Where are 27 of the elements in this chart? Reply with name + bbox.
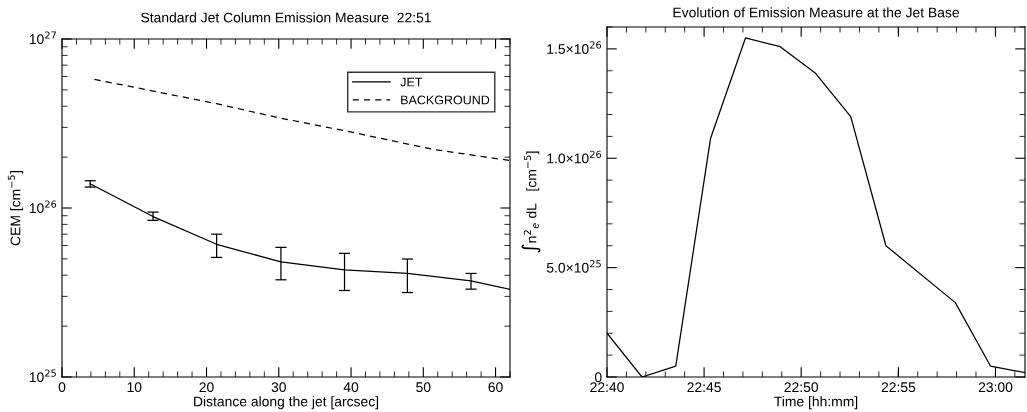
x-tick-label: 22:40 xyxy=(590,382,624,393)
y-tick-label: 10$^{27}$ xyxy=(29,31,56,45)
legend-label: JET xyxy=(400,77,423,87)
x-tick-label: 60 xyxy=(488,382,503,393)
x-axis-title: Distance along the jet [arcsec] xyxy=(194,396,379,410)
x-tick-label: 22:55 xyxy=(881,382,916,393)
y-tick-label: 1.0×10$^{26}$ xyxy=(547,150,602,164)
y-tick-label: 5.0×10$^{25}$ xyxy=(546,260,601,273)
y-axis-title: CEM [cm$^{−5}$] xyxy=(7,171,24,246)
chart-title: Standard Jet Column Emission Measure 22:51 xyxy=(141,12,431,23)
x-axis-title: Time [hh:mm] xyxy=(774,396,858,410)
chart-title: Evolution of Emission Measure at the Jet Base xyxy=(673,7,959,18)
x-tick-label: 40 xyxy=(343,382,359,393)
y-tick-label: 10$^{26}$ xyxy=(29,200,57,214)
x-tick-label: 22:50 xyxy=(784,382,819,393)
legend-label: BACKGROUND xyxy=(401,95,490,105)
x-tick-label: 30 xyxy=(271,382,286,393)
x-tick-label: 0 xyxy=(58,382,66,393)
y-tick-label: 0 xyxy=(594,372,602,383)
x-tick-label: 20 xyxy=(199,382,214,393)
y-tick-label: 1.5×10$^{26}$ xyxy=(547,41,602,54)
x-tick-label: 22:45 xyxy=(687,382,721,393)
x-tick-label: 10 xyxy=(127,382,142,393)
y-axis-title: ∫n$^{2}$$_{e}$ dL [cm$^{−5}$] xyxy=(521,151,541,253)
x-tick-label: 50 xyxy=(416,382,431,393)
x-tick-label: 23:00 xyxy=(978,382,1013,393)
y-tick-label: 10$^{25}$ xyxy=(29,369,56,383)
